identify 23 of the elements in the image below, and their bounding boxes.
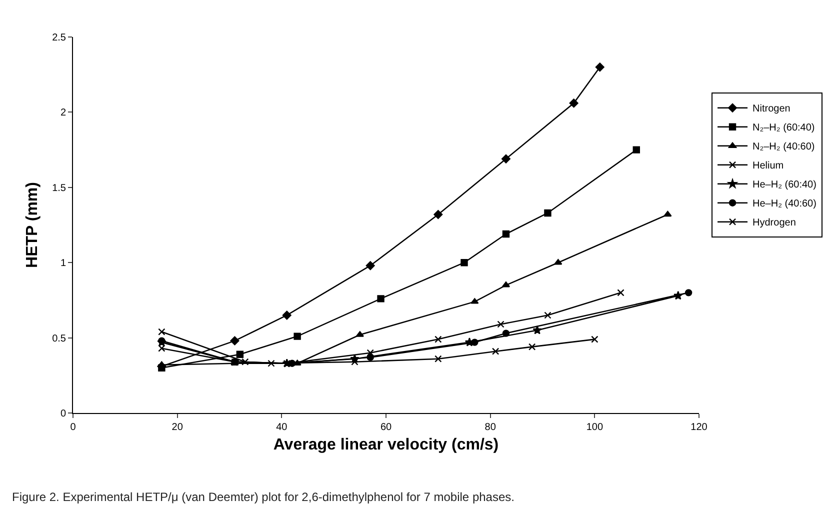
y-axis-title: HETP (mm) bbox=[24, 182, 41, 268]
x-tick-label: 40 bbox=[276, 422, 288, 433]
legend-label: Hydrogen bbox=[752, 218, 796, 229]
x-tick-label: 120 bbox=[690, 422, 708, 433]
legend-label: He–H₂ (60:40) bbox=[752, 180, 816, 191]
legend-label: Helium bbox=[752, 160, 784, 172]
y-tick-label: 1 bbox=[60, 258, 66, 270]
y-tick-label: 2.5 bbox=[52, 32, 66, 44]
x-tick-label: 20 bbox=[172, 422, 184, 433]
legend-label: Nitrogen bbox=[752, 104, 790, 115]
y-tick-label: 1.5 bbox=[52, 182, 66, 194]
x-tick-label: 100 bbox=[586, 422, 604, 433]
legend-label: N₂–H₂ (60:40) bbox=[752, 122, 815, 134]
legend-label: He–H₂ (40:60) bbox=[752, 198, 816, 210]
y-tick-label: 0.5 bbox=[52, 333, 66, 344]
x-tick-label: 60 bbox=[380, 422, 392, 433]
x-axis-title: Average linear velocity (cm/s) bbox=[273, 436, 499, 454]
legend-label: N₂–H₂ (40:60) bbox=[752, 142, 815, 153]
y-tick-label: 0 bbox=[60, 408, 66, 420]
caption: Figure 2. Experimental HETP/μ (van Deemter) plot for 2,6-dimethylphenol for 7 mobile phases. bbox=[12, 490, 514, 504]
x-tick-label: 80 bbox=[484, 422, 496, 433]
x-tick-label: 0 bbox=[70, 422, 76, 433]
y-tick-label: 2 bbox=[60, 108, 66, 119]
